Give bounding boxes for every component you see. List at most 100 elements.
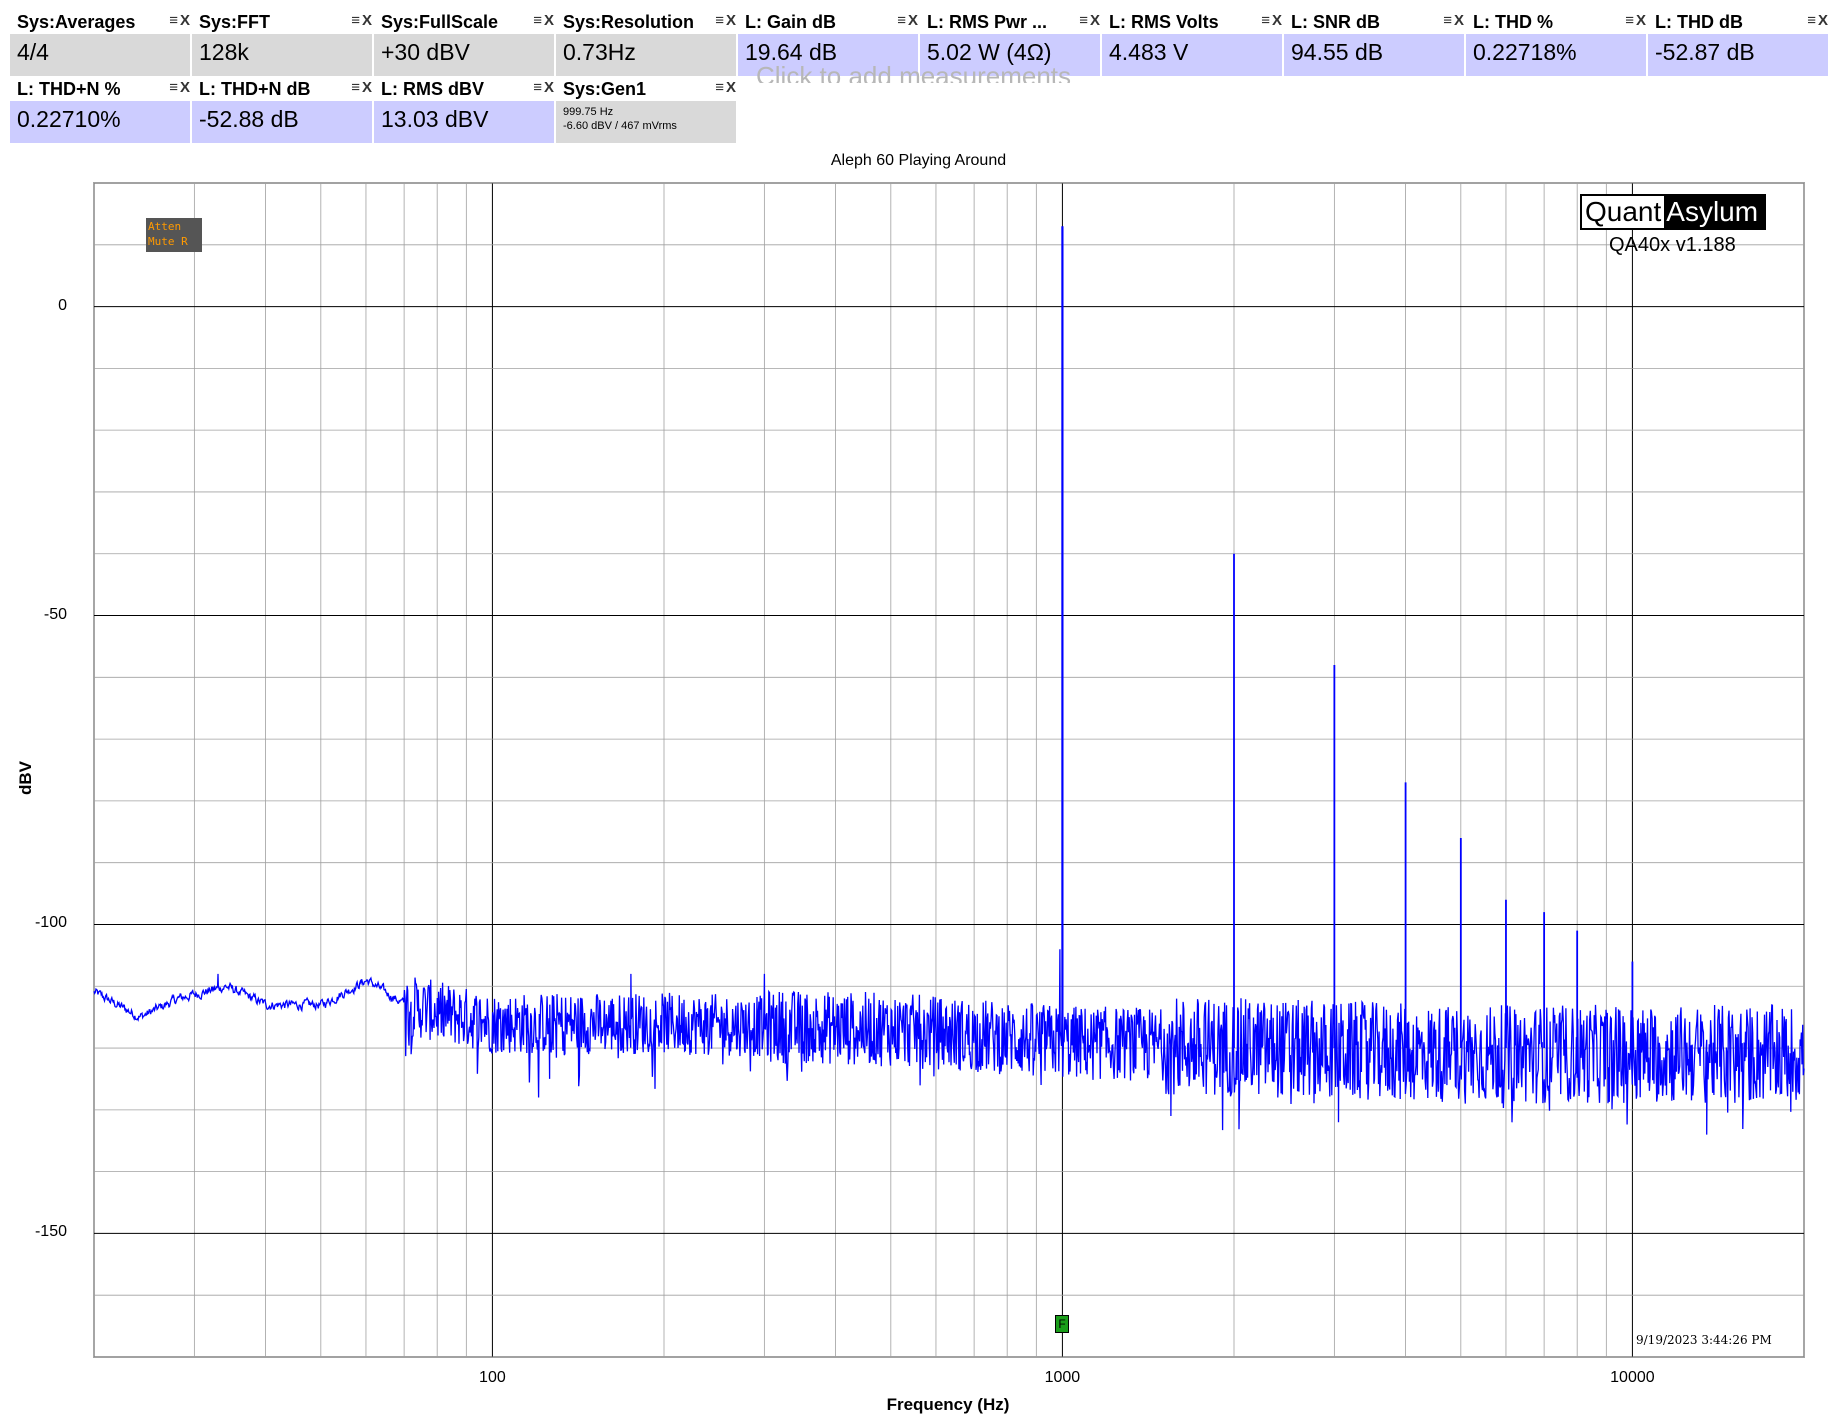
tile-separator	[1100, 34, 1102, 76]
menu-icon[interactable]: ≡	[533, 79, 542, 96]
menu-icon[interactable]: ≡	[533, 12, 542, 29]
frequency-marker-icon[interactable]: F	[1055, 1315, 1069, 1333]
close-icon[interactable]: X	[907, 12, 918, 29]
tile-value: 4.483 V	[1109, 39, 1189, 65]
tile-separator	[190, 34, 192, 76]
tile-header: L: RMS dBV ≡ X	[374, 77, 556, 101]
measurement-tile[interactable]: L: RMS Volts ≡ X 4.483 V	[1102, 10, 1284, 76]
close-icon[interactable]: X	[1817, 12, 1828, 29]
tile-value: -52.88 dB	[199, 106, 299, 132]
measurement-tile[interactable]: L: RMS Pwr ... ≡ X 5.02 W (4Ω)	[920, 10, 1102, 76]
close-icon[interactable]: X	[179, 79, 190, 96]
x-tick-label: 1000	[1044, 1369, 1081, 1386]
tile-header: L: SNR dB ≡ X	[1284, 10, 1466, 34]
tile-value: 13.03 dBV	[381, 106, 489, 132]
menu-icon[interactable]: ≡	[1807, 12, 1816, 29]
tile-value: 999.75 Hz -6.60 dBV / 467 mVrms	[563, 105, 677, 133]
tile-separator	[554, 101, 556, 143]
tile-separator	[736, 101, 738, 143]
tile-header: L: THD+N dB ≡ X	[192, 77, 374, 101]
y-tick-label: -150	[34, 1223, 67, 1241]
menu-icon[interactable]: ≡	[1079, 12, 1088, 29]
atten-label: Atten	[148, 220, 182, 233]
tile-separator	[736, 34, 738, 76]
close-icon[interactable]: X	[361, 12, 372, 29]
quantasylum-logo: Quant Asylum	[1580, 194, 1767, 230]
add-measurements-prompt[interactable]: Click to add measurements	[756, 61, 1072, 83]
tile-body: 4/4	[10, 34, 192, 76]
measurement-tile[interactable]: L: THD+N % ≡ X 0.22710%	[10, 77, 192, 143]
menu-icon[interactable]: ≡	[351, 79, 360, 96]
tile-name: Sys:FullScale	[381, 12, 499, 32]
close-icon[interactable]: X	[543, 79, 554, 96]
tile-separator	[372, 34, 374, 76]
spectrum-plot	[93, 182, 1805, 1358]
tile-header: L: THD % ≡ X	[1466, 10, 1648, 34]
tile-body: 0.22718%	[1466, 34, 1648, 76]
measurement-tile[interactable]: Sys:Resolution ≡ X 0.73Hz	[556, 10, 738, 76]
measurement-tile[interactable]: Sys:FFT ≡ X 128k	[192, 10, 374, 76]
tile-separator	[1646, 34, 1648, 76]
tile-value: 4/4	[17, 39, 49, 65]
measurement-tile[interactable]: L: THD dB ≡ X -52.87 dB	[1648, 10, 1830, 76]
tile-value: 5.02 W (4Ω)	[927, 39, 1052, 65]
version-label: QA40x v1.188	[1609, 234, 1736, 256]
tile-header: L: THD dB ≡ X	[1648, 10, 1830, 34]
gen-frequency: 999.75 Hz	[563, 106, 614, 118]
measurement-tile[interactable]: L: RMS dBV ≡ X 13.03 dBV	[374, 77, 556, 143]
tile-body: 4.483 V	[1102, 34, 1284, 76]
menu-icon[interactable]: ≡	[351, 12, 360, 29]
tile-separator	[1464, 34, 1466, 76]
logo-right: Asylum	[1664, 196, 1765, 228]
measurement-tile[interactable]: Sys:FullScale ≡ X +30 dBV	[374, 10, 556, 76]
close-icon[interactable]: X	[179, 12, 190, 29]
measurement-tile[interactable]: Sys:Gen1 ≡ X 999.75 Hz -6.60 dBV / 467 mVrms	[556, 77, 738, 143]
noise-floor-trace	[93, 949, 1805, 1135]
measurement-tile[interactable]: L: Gain dB ≡ X 19.64 dB	[738, 10, 920, 76]
menu-icon[interactable]: ≡	[1625, 12, 1634, 29]
y-axis-label: dBV	[16, 761, 35, 795]
tile-separator	[372, 101, 374, 143]
close-icon[interactable]: X	[1635, 12, 1646, 29]
menu-icon[interactable]: ≡	[169, 79, 178, 96]
measurement-tile[interactable]: Sys:Averages ≡ X 4/4	[10, 10, 192, 76]
close-icon[interactable]: X	[361, 79, 372, 96]
tile-header: L: Gain dB ≡ X	[738, 10, 920, 34]
tile-separator	[918, 34, 920, 76]
tile-header: L: THD+N % ≡ X	[10, 77, 192, 101]
tile-body: -52.88 dB	[192, 101, 374, 143]
close-icon[interactable]: X	[1271, 12, 1282, 29]
tile-header: L: RMS Pwr ... ≡ X	[920, 10, 1102, 34]
close-icon[interactable]: X	[1453, 12, 1464, 29]
tile-body: 13.03 dBV	[374, 101, 556, 143]
tile-name: L: SNR dB	[1291, 12, 1380, 32]
tile-name: L: RMS Volts	[1109, 12, 1219, 32]
tile-name: Sys:Averages	[17, 12, 136, 32]
menu-icon[interactable]: ≡	[1261, 12, 1270, 29]
x-axis-label: Frequency (Hz)	[886, 1395, 1010, 1414]
tile-body: 19.64 dB	[738, 34, 920, 76]
measurement-tile[interactable]: L: THD % ≡ X 0.22718%	[1466, 10, 1648, 76]
menu-icon[interactable]: ≡	[1443, 12, 1452, 29]
tile-body: +30 dBV	[374, 34, 556, 76]
menu-icon[interactable]: ≡	[897, 12, 906, 29]
tile-header: Sys:Averages ≡ X	[10, 10, 192, 34]
close-icon[interactable]: X	[1089, 12, 1100, 29]
menu-icon[interactable]: ≡	[715, 12, 724, 29]
menu-icon[interactable]: ≡	[715, 79, 724, 96]
tile-value: 0.22710%	[17, 106, 121, 132]
close-icon[interactable]: X	[543, 12, 554, 29]
tile-header: Sys:Resolution ≡ X	[556, 10, 738, 34]
tile-header: L: RMS Volts ≡ X	[1102, 10, 1284, 34]
menu-icon[interactable]: ≡	[169, 12, 178, 29]
close-icon[interactable]: X	[725, 79, 736, 96]
close-icon[interactable]: X	[725, 12, 736, 29]
measurement-tile[interactable]: L: SNR dB ≡ X 94.55 dB	[1284, 10, 1466, 76]
atten-mute-indicator: Atten Mute R	[146, 218, 202, 252]
tile-value: 94.55 dB	[1291, 39, 1384, 65]
tile-name: L: RMS Pwr ...	[927, 12, 1048, 32]
y-tick-label: -50	[43, 605, 67, 623]
measurement-tile[interactable]: L: THD+N dB ≡ X -52.88 dB	[192, 77, 374, 143]
tile-separator	[190, 101, 192, 143]
tile-body: 5.02 W (4Ω)	[920, 34, 1102, 76]
